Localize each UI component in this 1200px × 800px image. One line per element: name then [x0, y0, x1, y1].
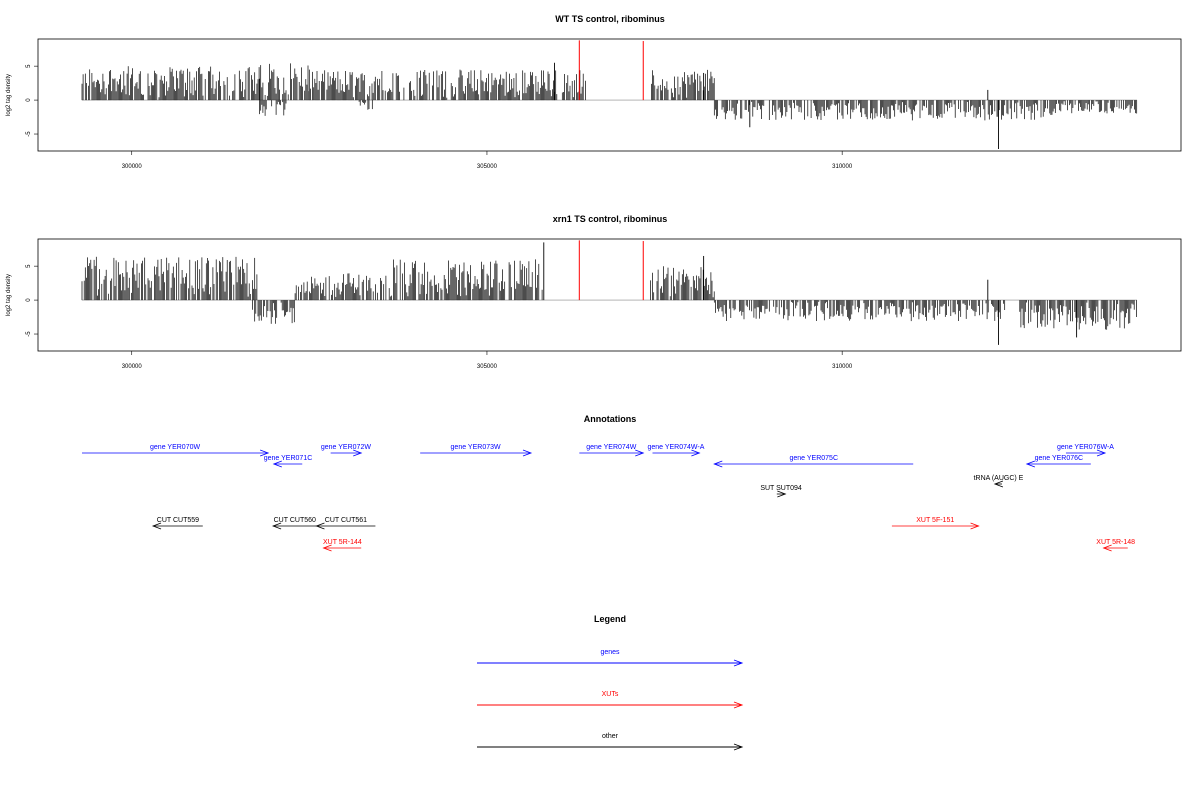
- legend-title: Legend: [594, 614, 626, 624]
- feature-label: CUT CUT560: [274, 517, 316, 524]
- legend-label: other: [602, 733, 619, 740]
- legend-item: XUTs: [477, 691, 744, 709]
- feature-label: gene YER070W: [150, 444, 200, 451]
- annotation-feature: gene YER075C: [713, 455, 914, 468]
- y-tick-label: -5: [26, 331, 32, 337]
- density-bars: [81, 240, 1137, 345]
- feature-arrowhead: [522, 449, 533, 457]
- feature-label: gene YER073W: [451, 444, 501, 451]
- annotation-feature: gene YER076W-A: [1057, 444, 1114, 457]
- legend-arrowhead: [733, 701, 744, 709]
- annotation-features: gene YER070W gene YER071C gene YER072W gene…: [82, 444, 1135, 552]
- x-tick-label: 300000: [122, 164, 143, 170]
- legend-arrowhead: [733, 743, 744, 751]
- y-tick-label: 0: [26, 298, 32, 302]
- feature-arrowhead: [635, 449, 645, 457]
- x-tick-label: 310000: [832, 364, 853, 370]
- axes: 300000 305000 310000 -5 0 5: [26, 264, 853, 370]
- legend-label: genes: [600, 649, 620, 656]
- legend-panel: Legend genes XUTs other: [477, 614, 744, 751]
- annotation-feature: gene YER073W: [420, 444, 533, 457]
- legend-items: genes XUTs other: [477, 649, 744, 751]
- y-tick-label: 5: [26, 264, 32, 268]
- annotation-feature: CUT CUT559: [151, 517, 203, 530]
- feature-label: gene YER074W: [586, 444, 636, 451]
- x-tick-label: 300000: [122, 364, 143, 370]
- legend-label: XUTs: [602, 691, 619, 698]
- y-axis-label: log2 tag density: [6, 74, 12, 116]
- axes: 300000 305000 310000 -5 0 5: [26, 64, 853, 170]
- annotation-feature: gene YER070W: [82, 444, 270, 457]
- feature-arrowhead: [322, 544, 332, 552]
- feature-label: XUT 5R-148: [1096, 539, 1135, 546]
- density-bars: [81, 40, 1138, 149]
- panel-title: WT TS control, ribominus: [555, 14, 665, 24]
- annotation-feature: gene YER071C: [264, 455, 313, 468]
- feature-label: gene YER071C: [264, 455, 313, 462]
- feature-arrowhead: [1102, 544, 1112, 552]
- xrn1-panel: xrn1 TS control, ribominus log2 tag dens…: [6, 214, 1182, 370]
- annotation-feature: CUT CUT560: [271, 517, 317, 530]
- annotation-feature: XUT 5R-144: [322, 539, 362, 552]
- feature-arrowhead: [691, 449, 701, 457]
- feature-arrowhead: [272, 460, 282, 468]
- wt-panel: WT TS control, ribominus log2 tag densit…: [6, 14, 1182, 170]
- feature-label: gene YER072W: [321, 444, 371, 451]
- annotation-feature: gene YER074W: [579, 444, 645, 457]
- annotations-title: Annotations: [584, 414, 637, 424]
- feature-label: gene YER075C: [789, 455, 838, 462]
- feature-arrowhead: [1096, 449, 1107, 457]
- panel-title: xrn1 TS control, ribominus: [553, 214, 668, 224]
- feature-arrowhead: [713, 460, 723, 468]
- annotation-feature: gene YER074W-A: [647, 444, 705, 457]
- annotation-feature: SUT SUT094: [760, 485, 802, 498]
- feature-label: CUT CUT561: [325, 517, 367, 524]
- legend-arrowhead: [733, 659, 744, 667]
- feature-arrowhead: [271, 522, 282, 530]
- feature-label: SUT SUT094: [760, 485, 802, 492]
- x-tick-label: 305000: [477, 164, 498, 170]
- feature-arrowhead: [1025, 460, 1036, 468]
- y-tick-label: 5: [26, 64, 32, 68]
- legend-item: genes: [477, 649, 744, 667]
- feature-label: gene YER074W-A: [647, 444, 704, 451]
- feature-label: tRNA (AUGC) E: [974, 475, 1024, 482]
- y-axis-label: log2 tag density: [6, 274, 12, 316]
- feature-label: CUT CUT559: [157, 517, 199, 524]
- feature-label: XUT 5R-144: [323, 539, 362, 546]
- feature-arrowhead: [353, 449, 363, 457]
- plot-frame: [37, 38, 1182, 152]
- annotation-feature: CUT CUT561: [315, 517, 376, 530]
- feature-arrowhead: [315, 522, 325, 530]
- legend-item: other: [477, 733, 744, 751]
- x-tick-label: 310000: [832, 164, 853, 170]
- feature-label: XUT 5F-151: [916, 517, 954, 524]
- y-tick-label: 0: [26, 98, 32, 102]
- annotation-feature: gene YER076C: [1025, 455, 1091, 468]
- feature-arrowhead: [259, 449, 270, 457]
- feature-arrowhead: [151, 522, 162, 530]
- y-tick-label: -5: [26, 131, 32, 137]
- annotation-feature: gene YER072W: [321, 444, 371, 457]
- feature-arrowhead: [777, 490, 787, 498]
- feature-label: gene YER076C: [1035, 455, 1084, 462]
- feature-arrowhead: [993, 480, 1004, 488]
- feature-arrowhead: [970, 522, 980, 530]
- plot-frame: [37, 238, 1182, 352]
- feature-label: gene YER076W-A: [1057, 444, 1114, 451]
- annotation-feature: XUT 5R-148: [1096, 539, 1135, 552]
- annotation-feature: XUT 5F-151: [891, 517, 980, 530]
- annotation-feature: tRNA (AUGC) E: [974, 475, 1024, 488]
- x-tick-label: 305000: [477, 364, 498, 370]
